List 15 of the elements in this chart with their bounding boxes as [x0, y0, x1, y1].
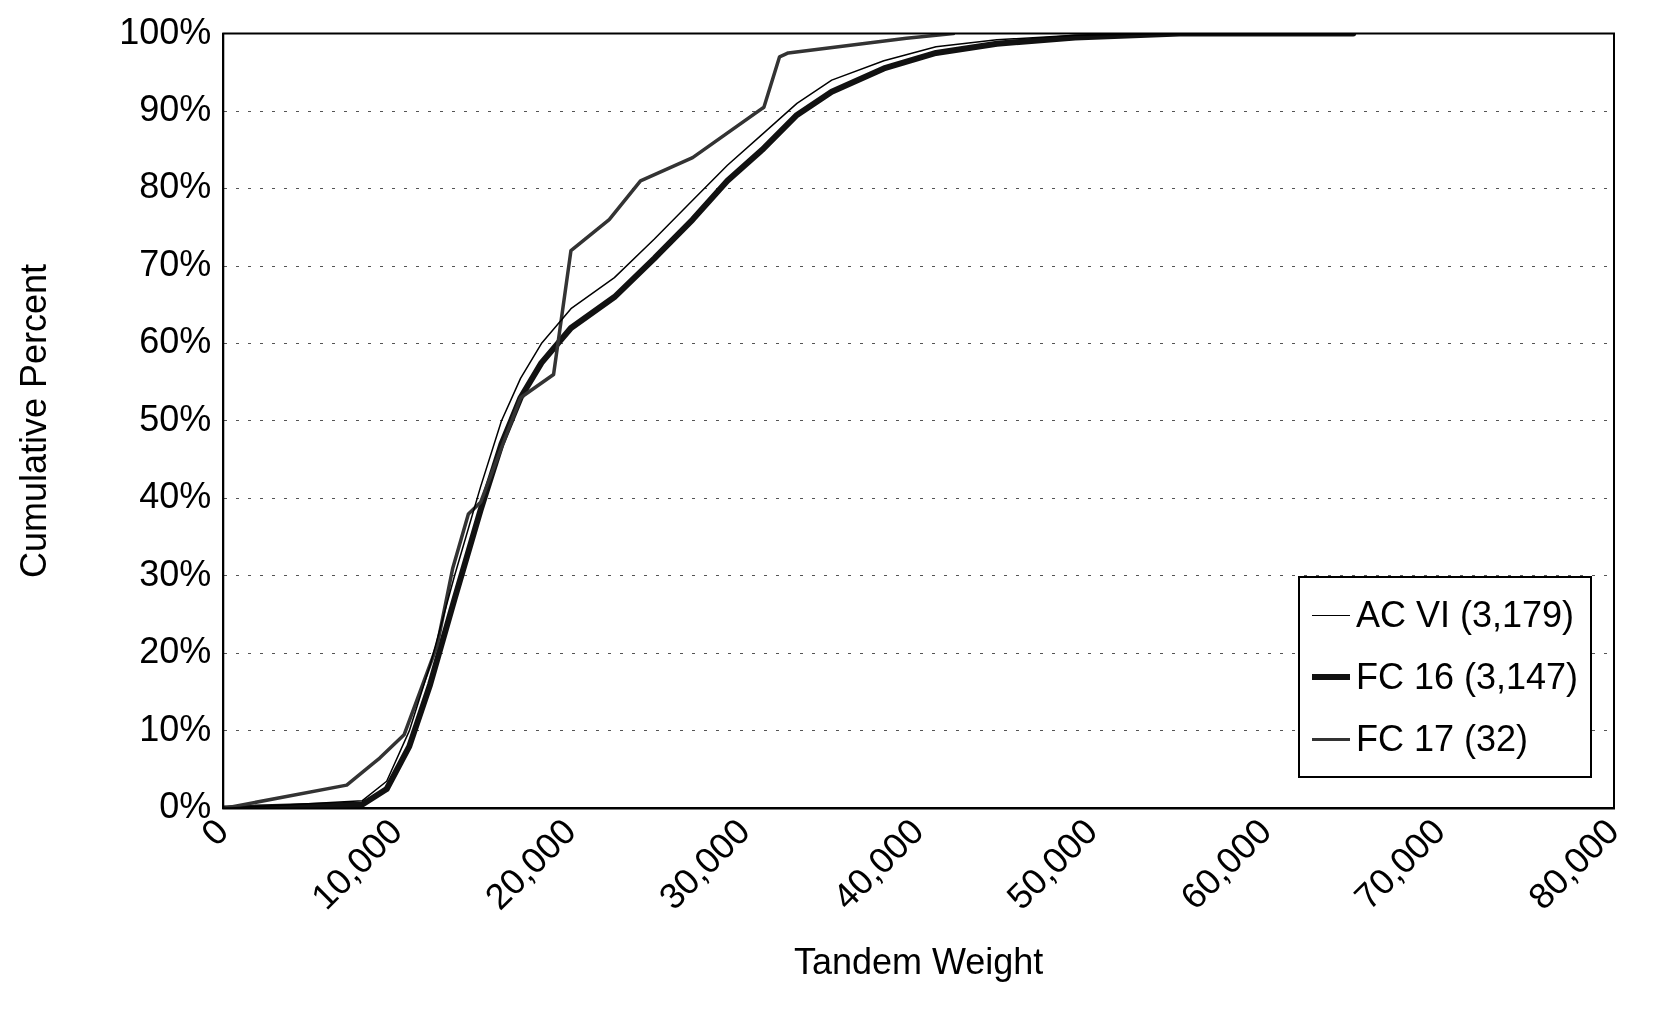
legend-label: FC 17 (32) [1356, 718, 1529, 761]
legend-label: AC VI (3,179) [1356, 594, 1575, 637]
y-tick-label: 20% [139, 630, 212, 672]
y-tick-label: 40% [139, 475, 212, 517]
y-tick-label: 60% [139, 320, 212, 362]
y-tick-label: 50% [139, 397, 212, 439]
y-tick-label: 90% [139, 88, 212, 129]
y-tick-label: 10% [139, 707, 212, 749]
y-tick-label: 70% [139, 242, 212, 284]
y-tick-label: 100% [119, 10, 212, 52]
x-axis-title: Tandem Weight [793, 941, 1044, 983]
y-tick-label: 80% [139, 165, 212, 207]
y-axis-title: Cumulative Percent [12, 263, 54, 579]
legend-label: FC 16 (3,147) [1356, 656, 1579, 699]
y-tick-label: 30% [139, 552, 212, 594]
